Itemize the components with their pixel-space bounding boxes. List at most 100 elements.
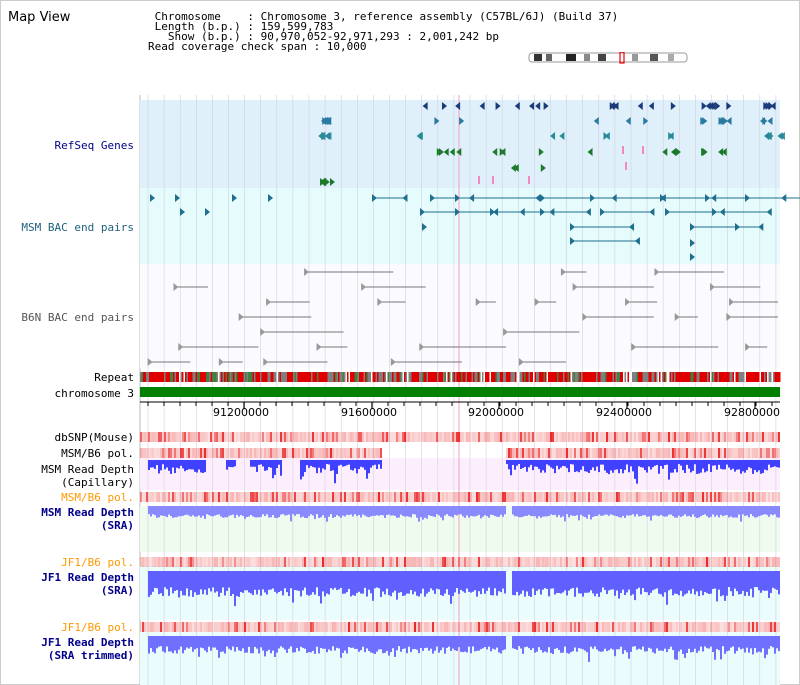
msm-sra-depth-bar [770,506,772,515]
msm-b6-pol-heat-cell [248,448,250,458]
repeat-segment [270,372,272,382]
msm-cap-depth-bar [596,460,598,467]
dbsnp-heat-cell [214,432,216,442]
track-label-jf1-b6-pol[interactable]: JF1/B6 pol. [61,556,134,569]
dbsnp-heat-cell [734,432,736,442]
msm-sra-depth-bar [722,506,724,517]
jf1-b6-pol-heat-cell [232,557,234,567]
msm-sra-depth-bar [238,506,240,517]
jf1-b6-pol-2-heat-cell [550,622,552,632]
jf1-sra-depth-bar [360,571,362,594]
msm-sra-depth-bar [154,506,156,516]
msm-sra-depth-bar [458,506,460,515]
msm-b6-pol-sra-heat-cell [644,492,646,502]
jf1-b6-pol-2-heat-cell [462,622,464,632]
jf1-b6-pol-2-heat-cell [768,622,770,632]
jf1-b6-pol-2-heat-cell [380,622,382,632]
repeat-segment [501,372,503,382]
msm-sra-depth-bar [264,506,266,517]
msm-sra-depth-bar [668,506,670,515]
jf1-b6-pol-2-heat-cell [664,622,666,632]
jf1-sra-depth-bar [276,571,278,594]
msm-cap-depth-bar [268,460,270,468]
dbsnp-heat-cell [190,432,192,442]
track-label-msm-bac[interactable]: MSM BAC end pairs [21,221,134,234]
msm-b6-pol-sra-heat-cell [652,492,654,502]
msm-cap-depth-bar [624,460,626,470]
dbsnp-heat-cell [352,432,354,442]
repeat-segment [632,372,634,382]
ideogram-band [650,54,658,61]
jf1-sra-depth-bar [594,571,596,597]
repeat-segment [429,372,431,382]
msm-sra-depth-bar [616,506,618,517]
msm-b6-pol-sra-heat-cell [568,492,570,502]
msm-b6-pol-heat-cell [190,448,192,458]
msm-sra-depth-bar [208,506,210,516]
jf1-b6-pol-heat-cell [720,557,722,567]
dbsnp-heat-cell [740,432,742,442]
msm-b6-pol-heat-cell [532,448,534,458]
jf1-sra-depth-bar [270,571,272,590]
msm-sra-depth-bar [734,506,736,518]
track-label-repeat[interactable]: Repeat [94,371,134,384]
repeat-segment [534,372,536,382]
msm-sra-depth-bar [632,506,634,515]
track-label-msm-depth-capillary[interactable]: MSM Read Depth [41,463,134,476]
jf1-trim-depth-bar [150,636,152,649]
repeat-segment [206,372,208,382]
b6n-bac-end [729,298,735,306]
msm-b6-pol-sra-heat-cell [412,492,414,502]
track-label-jf1-b6-pol-2[interactable]: JF1/B6 pol. [61,621,134,634]
msm-cap-depth-bar [634,460,636,479]
jf1-b6-pol-2-heat-cell [614,622,616,632]
msm-sra-depth-bar [454,506,456,515]
track-label-refseq-genes[interactable]: RefSeq Genes [54,139,134,152]
dbsnp-heat-cell [494,432,496,442]
repeat-segment [173,372,175,382]
track-label-msm-b6-pol-sra[interactable]: MSM/B6 pol. [61,491,134,504]
dbsnp-heat-cell [558,432,560,442]
track-label-dbsnp[interactable]: dbSNP(Mouse) [54,431,134,444]
msm-sra-depth-bar [404,506,406,517]
msm-b6-pol-sra-heat-cell [638,492,640,502]
msm-sra-depth-bar [758,506,760,517]
msm-b6-pol-heat-cell [718,448,720,458]
msm-b6-pol-sra-heat-cell [606,492,608,502]
msm-b6-pol-sra-heat-cell [312,492,314,502]
repeat-segment [612,372,614,382]
msm-sra-depth-bar [182,506,184,516]
chromosome-ideogram[interactable] [528,52,690,64]
jf1-b6-pol-heat-cell [762,557,764,567]
jf1-b6-pol-2-heat-cell [334,622,336,632]
dbsnp-heat-cell [434,432,436,442]
track-label-msm-b6-pol[interactable]: MSM/B6 pol. [61,447,134,460]
jf1-b6-pol-2-heat-cell [492,622,494,632]
msm-cap-depth-bar [730,460,732,470]
track-label-jf1-depth-trimmed[interactable]: JF1 Read Depth [41,636,134,649]
msm-b6-pol-heat-cell [376,448,378,458]
repeat-segment [330,372,332,382]
repeat-segment [476,372,478,382]
dbsnp-heat-cell [216,432,218,442]
jf1-sra-depth-bar [516,571,518,592]
msm-cap-depth-bar [194,460,196,472]
jf1-trim-depth-bar [264,636,266,657]
refseq-gene-mark [514,102,520,110]
msm-sra-depth-bar [592,506,594,517]
jf1-b6-pol-heat-cell [356,557,358,567]
track-label-b6n-bac[interactable]: B6N BAC end pairs [21,311,134,324]
jf1-b6-pol-2-heat-cell [454,622,456,632]
msm-sra-depth-bar [298,506,300,515]
jf1-sra-depth-bar [218,571,220,597]
jf1-sra-depth-bar [592,571,594,594]
jf1-trim-depth-bar [398,636,400,647]
msm-sra-depth-bar [246,506,248,517]
jf1-sra-depth-bar [580,571,582,594]
msm-b6-pol-heat-cell [624,448,626,458]
track-label-msm-depth-sra[interactable]: MSM Read Depth [41,506,134,519]
track-label-jf1-depth-sra[interactable]: JF1 Read Depth [41,571,134,584]
ideogram-current-region [619,52,625,64]
repeat-segment [377,372,379,382]
